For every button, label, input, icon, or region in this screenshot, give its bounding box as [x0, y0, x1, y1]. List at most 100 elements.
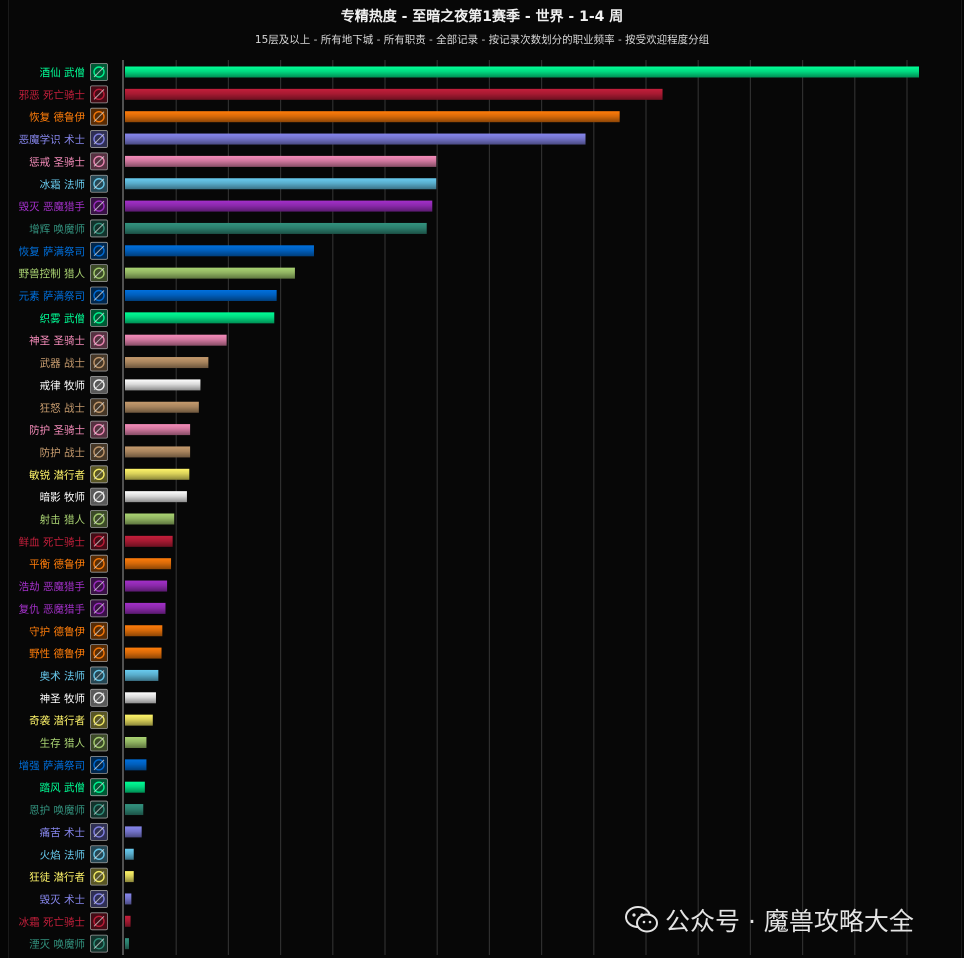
frost-mage-icon	[90, 174, 108, 193]
bar-frost-dk	[125, 915, 131, 927]
bar-feral	[125, 647, 162, 659]
vengeance-icon	[90, 599, 108, 618]
bar-devastation	[125, 938, 129, 950]
category-label: 恶魔学识 术士	[19, 133, 85, 146]
bar-restoration-shaman	[125, 245, 314, 257]
category-label: 生存 猎人	[40, 737, 86, 750]
bar-guardian	[125, 625, 163, 637]
bar-destruction	[125, 893, 132, 905]
subtlety-icon	[90, 465, 108, 484]
outlaw-icon	[90, 867, 108, 886]
category-label: 狂怒 战士	[40, 401, 85, 414]
chart-title: 专精热度 - 至暗之夜第1赛季 - 世界 - 1-4 周	[340, 9, 624, 25]
bar-fire	[125, 848, 134, 860]
category-label: 浩劫 恶魔猎手	[19, 580, 85, 593]
category-label: 复仇 恶魔猎手	[19, 602, 85, 615]
arcane-icon	[90, 666, 108, 685]
category-label: 奥术 法师	[40, 669, 85, 682]
category-label: 防护 圣骑士	[29, 424, 85, 437]
destruction-icon	[90, 890, 108, 908]
bar-protection-paladin	[125, 424, 191, 436]
restoration-shaman-icon	[90, 241, 108, 260]
category-label: 防护 战士	[40, 446, 85, 459]
protection-paladin-icon	[90, 420, 108, 439]
bar-outlaw	[125, 871, 134, 883]
beast-mastery-icon	[90, 264, 108, 283]
bar-arcane	[125, 669, 159, 681]
retribution-icon	[90, 152, 108, 171]
category-label: 恩护 唤魔师	[29, 804, 85, 817]
balance-icon	[90, 554, 108, 573]
bar-beast-mastery	[125, 267, 295, 279]
arms-icon	[90, 353, 108, 372]
category-label: 毁灭 恶魔猎手	[19, 200, 85, 213]
bar-havoc	[125, 200, 433, 212]
category-label: 平衡 德鲁伊	[29, 558, 85, 571]
category-label: 敏锐 潜行者	[29, 468, 85, 481]
category-label: 增强 萨满祭司	[19, 759, 85, 772]
category-label: 暗影 牧师	[40, 491, 85, 504]
bar-vengeance	[125, 602, 166, 614]
discipline-icon	[90, 375, 108, 394]
bars	[125, 66, 919, 950]
bar-mistweaver	[125, 312, 275, 324]
bar-demonology	[125, 133, 586, 145]
bar-subtlety	[125, 468, 190, 480]
bar-holy-priest	[125, 692, 156, 704]
unholy-icon	[90, 85, 108, 104]
frost-dk-icon	[90, 912, 108, 931]
category-label: 湮灭 唤魔师	[29, 938, 85, 951]
category-label: 毁灭 术士	[40, 893, 85, 906]
category-label: 织雾 武僧	[40, 312, 85, 325]
brewmaster-icon	[90, 63, 108, 81]
category-label: 冰霜 法师	[40, 178, 85, 191]
category-label: 守护 德鲁伊	[29, 625, 85, 638]
grid-lines	[175, 60, 908, 955]
blood-icon	[90, 532, 108, 551]
guardian-icon	[90, 621, 108, 640]
bar-elemental	[125, 290, 277, 301]
augmentation-icon	[90, 219, 108, 238]
bar-enhancement	[125, 759, 147, 771]
bar-preservation	[125, 804, 144, 816]
shadow-icon	[90, 487, 108, 506]
category-label: 惩戒 圣骑士	[29, 155, 85, 168]
category-label: 邪恶 死亡骑士	[19, 88, 85, 101]
category-label: 野兽控制 猎人	[19, 267, 86, 280]
category-label: 元素 萨满祭司	[19, 290, 85, 303]
bar-devourer	[125, 580, 168, 592]
category-label: 恢复 德鲁伊	[29, 111, 85, 124]
category-label: 神圣 圣骑士	[29, 334, 85, 347]
bar-augmentation	[125, 222, 427, 234]
bar-brewmaster	[125, 66, 919, 78]
bar-windwalker	[125, 781, 145, 793]
devourer-icon	[90, 577, 108, 595]
category-label: 武器 战士	[40, 357, 85, 370]
category-label: 野性 德鲁伊	[29, 647, 85, 660]
category-label: 恢复 萨满祭司	[19, 245, 85, 258]
category-label: 火焰 法师	[40, 848, 85, 861]
bar-balance	[125, 558, 172, 570]
bar-discipline	[125, 379, 201, 391]
holy-paladin-icon	[90, 331, 108, 350]
protection-warrior-icon	[90, 443, 108, 461]
bar-marksmanship	[125, 513, 175, 525]
fury-icon	[90, 398, 108, 417]
category-label: 冰霜 死亡骑士	[19, 915, 85, 928]
bar-arms	[125, 357, 209, 369]
category-label: 痛苦 术士	[40, 826, 85, 839]
bar-holy-paladin	[125, 334, 227, 346]
category-label: 射击 猎人	[40, 513, 86, 526]
bar-assassination	[125, 714, 153, 726]
havoc-icon	[90, 197, 108, 216]
bar-frost-mage	[125, 178, 437, 190]
bar-shadow	[125, 491, 187, 503]
category-label: 酒仙 武僧	[40, 66, 85, 79]
holy-priest-icon	[90, 688, 108, 707]
bar-fury	[125, 401, 199, 413]
category-label: 戒律 牧师	[40, 379, 85, 392]
elemental-icon	[90, 286, 108, 305]
wechat-icon	[625, 906, 658, 933]
